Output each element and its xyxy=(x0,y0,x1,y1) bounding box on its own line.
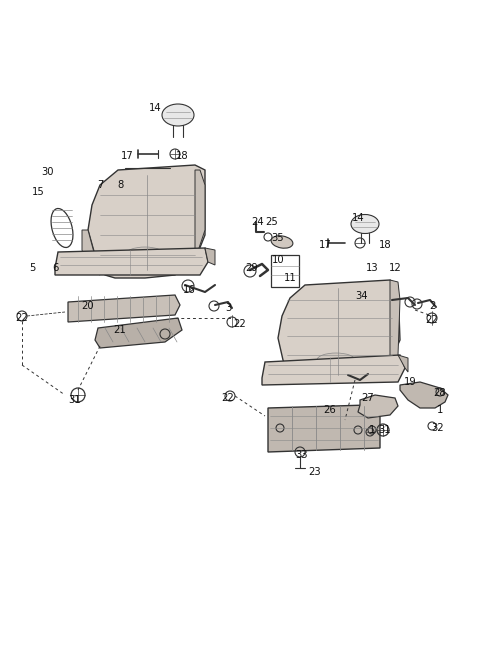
Text: 5: 5 xyxy=(29,263,35,273)
Text: 32: 32 xyxy=(432,423,444,433)
Text: 1: 1 xyxy=(437,405,443,415)
Text: 30: 30 xyxy=(42,167,54,177)
Text: 28: 28 xyxy=(434,388,446,398)
Polygon shape xyxy=(82,230,100,275)
Ellipse shape xyxy=(351,215,379,234)
Polygon shape xyxy=(390,280,400,370)
Text: 21: 21 xyxy=(114,325,126,335)
Bar xyxy=(271,255,299,287)
Ellipse shape xyxy=(271,236,293,248)
Text: 27: 27 xyxy=(361,393,374,403)
Text: 13: 13 xyxy=(366,263,378,273)
Text: 10: 10 xyxy=(272,255,284,265)
Polygon shape xyxy=(262,355,405,385)
Text: 23: 23 xyxy=(309,467,321,477)
Text: 8: 8 xyxy=(117,180,123,190)
Polygon shape xyxy=(268,405,380,452)
Polygon shape xyxy=(95,318,182,348)
Ellipse shape xyxy=(125,247,165,263)
Text: 26: 26 xyxy=(324,405,336,415)
Ellipse shape xyxy=(317,353,355,367)
Text: 31: 31 xyxy=(69,395,81,405)
Text: 17: 17 xyxy=(319,240,331,250)
Text: 3: 3 xyxy=(225,303,231,313)
Text: 34: 34 xyxy=(356,291,368,301)
Polygon shape xyxy=(398,355,408,372)
Text: 31: 31 xyxy=(379,425,391,435)
Text: 19: 19 xyxy=(404,377,416,387)
Text: 11: 11 xyxy=(284,273,296,283)
Text: 22: 22 xyxy=(222,393,234,403)
Polygon shape xyxy=(88,165,205,278)
Text: 15: 15 xyxy=(32,187,44,197)
Text: 22: 22 xyxy=(426,315,438,325)
Text: 18: 18 xyxy=(176,151,188,161)
Polygon shape xyxy=(278,280,400,380)
Text: 24: 24 xyxy=(252,217,264,227)
Text: 14: 14 xyxy=(149,103,161,113)
Text: 20: 20 xyxy=(82,301,94,311)
Text: 6: 6 xyxy=(52,263,58,273)
Text: 18: 18 xyxy=(379,240,391,250)
Polygon shape xyxy=(195,170,205,260)
Text: 33: 33 xyxy=(296,450,308,460)
Ellipse shape xyxy=(162,104,194,126)
Text: 22: 22 xyxy=(16,313,28,323)
Polygon shape xyxy=(55,248,208,275)
Text: 1: 1 xyxy=(369,425,375,435)
Polygon shape xyxy=(68,295,180,322)
Polygon shape xyxy=(205,248,215,265)
Text: 35: 35 xyxy=(272,233,284,243)
Text: 7: 7 xyxy=(97,180,103,190)
Text: 16: 16 xyxy=(182,285,195,295)
Polygon shape xyxy=(400,382,448,408)
Text: 14: 14 xyxy=(352,213,364,223)
Polygon shape xyxy=(358,395,398,418)
Text: 17: 17 xyxy=(120,151,133,161)
Text: 12: 12 xyxy=(389,263,401,273)
Text: 22: 22 xyxy=(234,319,246,329)
Text: 29: 29 xyxy=(246,263,258,273)
Text: 2: 2 xyxy=(429,301,435,311)
Text: 25: 25 xyxy=(265,217,278,227)
